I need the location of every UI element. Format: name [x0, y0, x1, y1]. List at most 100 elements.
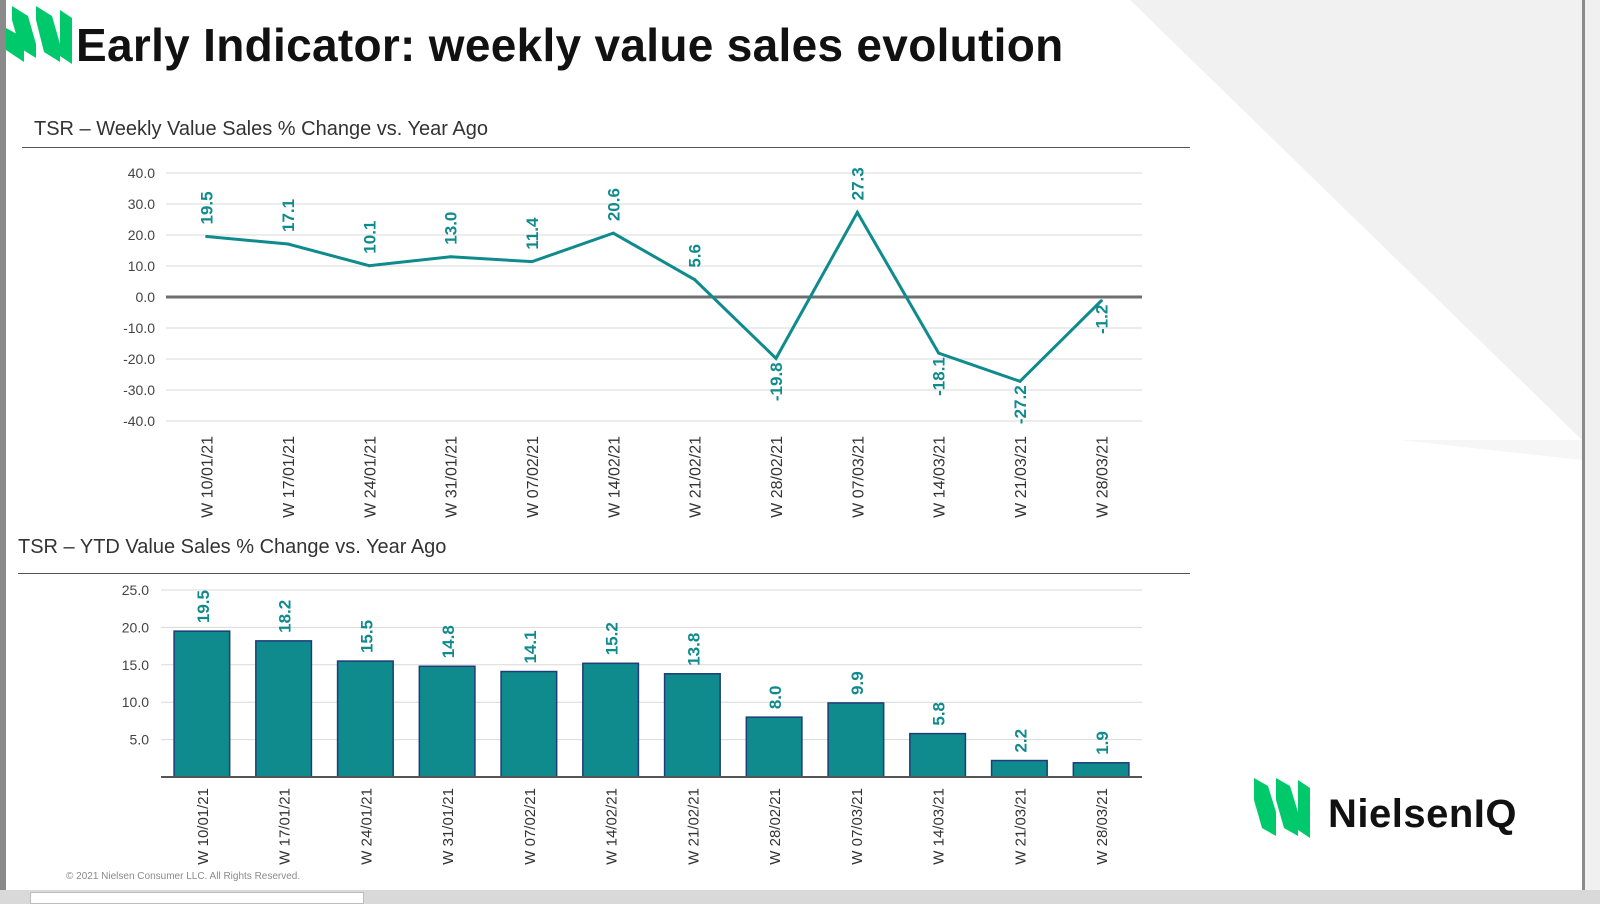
data-label: 5.6 — [686, 244, 705, 268]
weekly-chart-title: TSR – Weekly Value Sales % Change vs. Ye… — [34, 118, 488, 140]
bar — [418, 665, 476, 778]
y-tick-label: -30.0 — [123, 382, 155, 398]
data-label: 11.4 — [523, 217, 542, 250]
x-tick-label: W 21/03/21 — [1013, 436, 1030, 518]
data-label: 15.2 — [603, 622, 622, 655]
x-tick-label: W 07/02/21 — [522, 788, 539, 865]
data-point — [693, 278, 697, 282]
x-tick-label: W 10/01/21 — [200, 436, 217, 518]
y-tick-label: -10.0 — [123, 320, 155, 336]
x-tick-label: W 28/03/21 — [1094, 436, 1111, 518]
data-point — [530, 260, 534, 264]
page-title: Early Indicator: weekly value sales evol… — [76, 19, 1064, 71]
data-label: -1.2 — [1092, 305, 1111, 334]
bar — [255, 640, 313, 778]
y-tick-label: -20.0 — [123, 351, 155, 367]
x-tick-label: W 14/03/21 — [932, 436, 949, 518]
data-point — [937, 351, 941, 355]
data-label: 15.5 — [357, 620, 376, 653]
x-tick-label: W 31/01/21 — [444, 436, 461, 518]
data-label: 13.8 — [684, 633, 703, 666]
weekly-series-line — [206, 209, 1103, 384]
y-tick-label: 10.0 — [128, 258, 155, 274]
y-tick-label: 0.0 — [136, 289, 156, 305]
weekly-title-rule — [22, 147, 1190, 148]
data-label: -18.1 — [930, 357, 949, 396]
data-point — [449, 255, 453, 259]
data-point — [367, 264, 371, 268]
data-point — [855, 210, 859, 214]
data-label: 13.0 — [442, 212, 461, 245]
bar — [909, 732, 967, 778]
y-tick-label: 20.0 — [122, 619, 149, 635]
x-tick-label: W 07/02/21 — [525, 436, 542, 518]
data-label: 9.9 — [848, 671, 867, 695]
bar — [500, 670, 558, 778]
data-label: 10.1 — [360, 221, 379, 254]
y-tick-label: 25.0 — [122, 582, 149, 598]
data-point — [611, 231, 615, 235]
bar — [827, 702, 885, 778]
data-label: 2.2 — [1011, 729, 1030, 753]
x-tick-label: W 10/01/21 — [195, 788, 212, 865]
x-tick-label: W 28/03/21 — [1094, 788, 1111, 865]
data-point — [774, 356, 778, 360]
copyright-notice: © 2021 Nielsen Consumer LLC. All Rights … — [66, 871, 301, 882]
bar — [336, 660, 394, 778]
y-tick-label: -40.0 — [123, 413, 155, 429]
taskbar — [0, 890, 1600, 904]
left-window-edge — [0, 0, 6, 890]
data-point — [1018, 379, 1022, 383]
bar — [582, 662, 640, 778]
x-tick-label: W 17/01/21 — [277, 788, 294, 865]
brand-name: NielsenIQ — [1328, 792, 1518, 836]
right-window-border — [1582, 0, 1585, 900]
data-point — [1099, 299, 1103, 303]
ytd-title-rule — [18, 573, 1190, 574]
x-tick-label: W 17/01/21 — [281, 436, 298, 518]
data-label: 20.6 — [604, 188, 623, 221]
data-label: 19.5 — [198, 191, 217, 224]
data-label: 8.0 — [766, 686, 785, 710]
right-window-edge — [1584, 0, 1600, 904]
x-tick-label: W 31/01/21 — [440, 788, 457, 865]
y-tick-label: 20.0 — [128, 227, 155, 243]
y-tick-label: 30.0 — [128, 196, 155, 212]
data-label: -27.2 — [1011, 385, 1030, 424]
bar — [990, 759, 1048, 778]
brand-logo-icon — [1254, 778, 1310, 838]
data-point — [205, 235, 209, 239]
x-tick-label: W 14/02/21 — [606, 436, 623, 518]
data-label: 1.9 — [1093, 731, 1112, 755]
data-label: 27.3 — [848, 167, 867, 200]
x-tick-label: W 21/02/21 — [685, 788, 702, 865]
data-label: 17.1 — [279, 199, 298, 232]
bar — [173, 630, 231, 778]
bar — [745, 716, 803, 778]
x-tick-label: W 28/02/21 — [769, 436, 786, 518]
x-tick-label: W 28/02/21 — [767, 788, 784, 865]
y-tick-label: 15.0 — [122, 657, 149, 673]
data-label: -19.8 — [767, 362, 786, 401]
ytd-chart-title: TSR – YTD Value Sales % Change vs. Year … — [18, 536, 447, 558]
x-tick-label: W 21/02/21 — [688, 436, 705, 518]
data-label: 14.8 — [439, 625, 458, 658]
data-label: 19.5 — [194, 590, 213, 623]
x-tick-label: W 07/03/21 — [849, 788, 866, 865]
y-tick-label: 40.0 — [128, 165, 155, 181]
y-tick-label: 5.0 — [130, 732, 150, 748]
data-label: 18.2 — [276, 600, 295, 633]
x-tick-label: W 14/02/21 — [604, 788, 621, 865]
bar — [663, 673, 721, 778]
data-point — [286, 242, 290, 246]
nielseniq-logo-icon — [6, 6, 72, 64]
x-tick-label: W 21/03/21 — [1012, 788, 1029, 865]
bar — [1072, 762, 1130, 778]
y-tick-label: 10.0 — [122, 694, 149, 710]
data-label: 5.8 — [930, 702, 949, 726]
taskbar-search-box[interactable] — [30, 892, 364, 904]
x-tick-label: W 07/03/21 — [850, 436, 867, 518]
